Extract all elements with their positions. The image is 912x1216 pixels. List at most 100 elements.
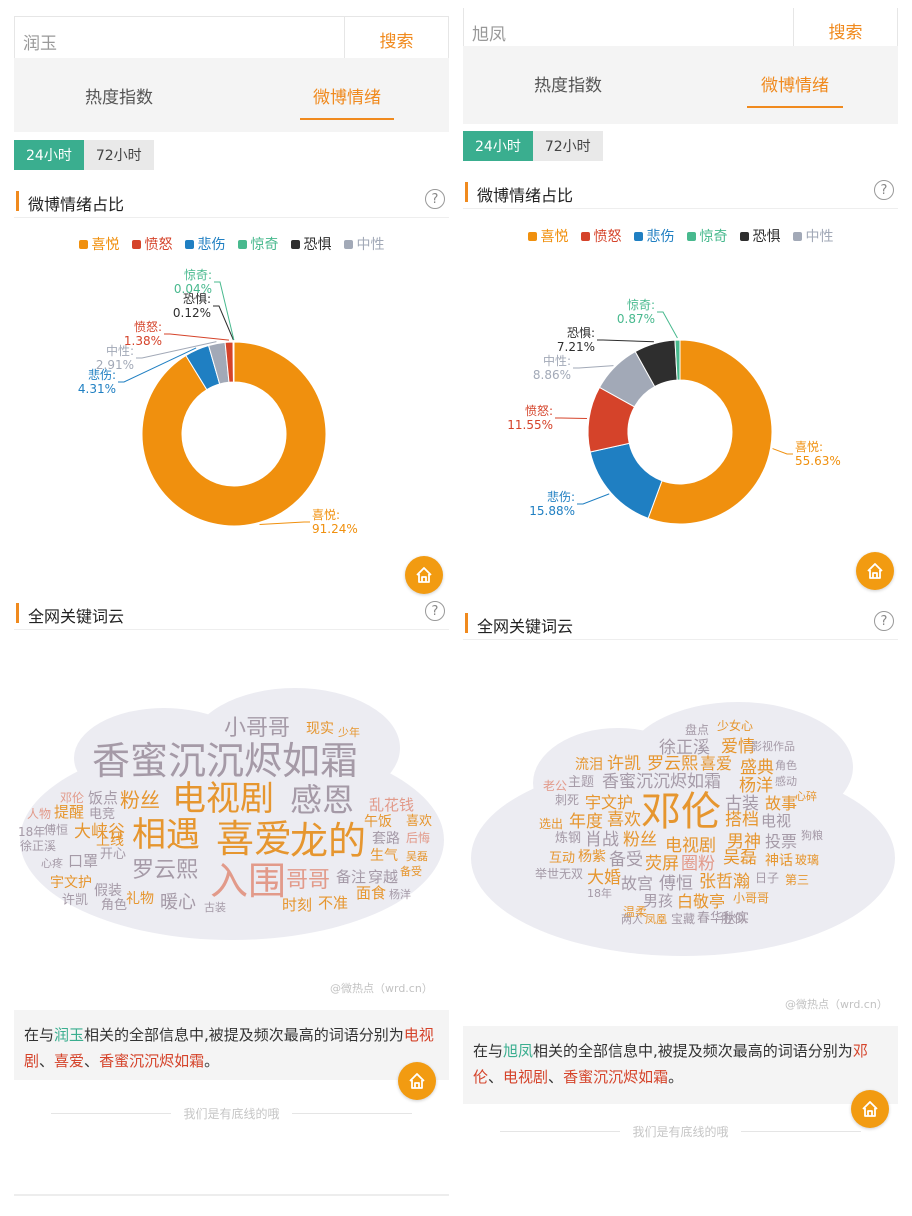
toggle-24h[interactable]: 24小时 — [463, 131, 533, 161]
cloud-word[interactable]: 春华秋实 — [697, 911, 750, 926]
cloud-word[interactable]: 老公 — [543, 779, 568, 793]
cloud-word[interactable]: 荧屏 — [645, 854, 679, 874]
cloud-word[interactable]: 假装 — [94, 883, 122, 899]
donut-slice-joy[interactable] — [647, 339, 773, 525]
cloud-word[interactable]: 电视剧 — [172, 779, 274, 819]
cloud-word[interactable]: 凤凰 — [645, 913, 667, 926]
cloud-word[interactable]: 温柔 — [623, 905, 648, 919]
donut-slice-sad[interactable] — [589, 442, 663, 519]
cloud-word[interactable]: 大婚 — [587, 868, 621, 888]
cloud-word[interactable]: 男神 — [727, 832, 761, 852]
help-icon[interactable]: ? — [425, 601, 445, 621]
cloud-word[interactable]: 18年 — [587, 887, 612, 900]
cloud-word[interactable]: 杨洋 — [389, 888, 411, 901]
cloud-word[interactable]: 吴磊 — [406, 850, 428, 863]
cloud-word[interactable]: 张哲瀚 — [699, 872, 750, 892]
cloud-word[interactable]: 宝藏 — [671, 912, 696, 926]
cloud-word[interactable]: 狗粮 — [801, 829, 823, 842]
legend-item-fear[interactable]: 恐惧 — [290, 234, 332, 254]
cloud-word[interactable]: 面食 — [356, 884, 387, 902]
cloud-word[interactable]: 白敬亭 — [677, 892, 726, 911]
cloud-word[interactable]: 喜爱 — [216, 817, 293, 861]
cloud-word[interactable]: 不准 — [318, 894, 349, 912]
help-icon[interactable]: ? — [874, 180, 894, 200]
cloud-word[interactable]: 人物 — [27, 807, 52, 821]
cloud-word[interactable]: 哥哥 — [286, 868, 331, 893]
legend-item-anger[interactable]: 愤怒 — [580, 226, 622, 246]
cloud-word[interactable]: 男孩 — [643, 892, 674, 910]
cloud-word[interactable]: 香蜜沉沉烬如霜 — [602, 772, 721, 792]
cloud-word[interactable]: 流泪 — [575, 757, 603, 773]
cloud-word[interactable]: 角色 — [775, 759, 797, 772]
cloud-word[interactable]: 电视 — [761, 812, 792, 830]
cloud-word[interactable]: 举世无双 — [535, 867, 584, 881]
cloud-word[interactable]: 肖战 — [585, 830, 619, 850]
cloud-word[interactable]: 备注 — [336, 868, 367, 886]
cloud-word[interactable]: 爱情 — [721, 737, 755, 757]
cloud-word[interactable]: 神话 — [765, 853, 793, 869]
cloud-word[interactable]: 心疼 — [41, 857, 63, 870]
cloud-word[interactable]: 龙的 — [290, 819, 367, 863]
legend-item-sad[interactable]: 悲伤 — [184, 234, 226, 254]
cloud-word[interactable]: 影视作品 — [751, 740, 795, 753]
cloud-word[interactable]: 备受 — [400, 865, 422, 878]
cloud-word[interactable]: 主题 — [568, 775, 595, 790]
cloud-word[interactable]: 粉丝 — [120, 788, 160, 812]
cloud-word[interactable]: 故宫 — [621, 874, 654, 893]
cloud-word[interactable]: 第三 — [785, 873, 810, 887]
toggle-72h[interactable]: 72小时 — [83, 140, 154, 170]
cloud-word[interactable]: 盘点 — [685, 723, 710, 737]
cloud-word[interactable]: 备受 — [609, 850, 643, 870]
cloud-word[interactable]: 盛典 — [740, 758, 774, 778]
cloud-word[interactable]: 时刻 — [282, 896, 313, 914]
cloud-word[interactable]: 电竞 — [89, 807, 116, 822]
cloud-word[interactable]: 许凯 — [607, 754, 641, 774]
cloud-word[interactable]: 礼物 — [126, 891, 154, 907]
cloud-word[interactable]: 开心 — [100, 847, 127, 862]
cloud-word[interactable]: 两人 — [621, 913, 643, 926]
help-icon[interactable]: ? — [425, 189, 445, 209]
cloud-word[interactable]: 生气 — [370, 848, 398, 864]
cloud-word[interactable]: 古装 — [725, 794, 759, 814]
cloud-word[interactable]: 现实 — [306, 721, 334, 737]
legend-item-anger[interactable]: 愤怒 — [131, 234, 173, 254]
cloud-word[interactable]: 罗云熙 — [132, 858, 199, 883]
cloud-word[interactable]: 傅恒 — [44, 823, 69, 837]
home-button[interactable] — [856, 552, 894, 590]
cloud-word[interactable]: 选出 — [539, 817, 564, 831]
cloud-word[interactable]: 少女心 — [717, 719, 754, 733]
cloud-word[interactable]: 喜欢 — [406, 814, 433, 829]
cloud-word[interactable]: 玻璃 — [795, 853, 820, 867]
cloud-word[interactable]: 邓伦 — [60, 791, 85, 805]
tab-weibo-mood[interactable]: 微博情绪 — [747, 46, 843, 120]
cloud-word[interactable]: 傅恒 — [659, 874, 693, 894]
cloud-word[interactable]: 邓伦 — [641, 789, 721, 835]
cloud-word[interactable]: 徐正溪 — [659, 738, 710, 758]
cloud-word[interactable]: 刺死 — [555, 793, 580, 807]
legend-item-neutral[interactable]: 中性 — [343, 234, 385, 254]
legend-item-fear[interactable]: 恐惧 — [739, 226, 781, 246]
cloud-word[interactable]: 吴磊 — [723, 848, 757, 868]
home-button[interactable] — [851, 1090, 889, 1128]
legend-item-surprise[interactable]: 惊奇 — [686, 226, 728, 246]
cloud-word[interactable]: 故事 — [765, 794, 798, 813]
cloud-word[interactable]: 古装 — [204, 901, 226, 914]
cloud-word[interactable]: 入围 — [210, 859, 287, 903]
cloud-word[interactable]: 感动 — [775, 775, 797, 788]
cloud-word[interactable]: 角色 — [101, 898, 128, 913]
help-icon[interactable]: ? — [874, 611, 894, 631]
cloud-word[interactable]: 18年 — [18, 825, 46, 839]
cloud-word[interactable]: 小哥哥 — [224, 716, 291, 741]
cloud-word[interactable]: 年度 — [569, 812, 603, 832]
legend-item-surprise[interactable]: 惊奇 — [237, 234, 279, 254]
search-button[interactable]: 搜索 — [344, 17, 448, 61]
cloud-word[interactable]: 电视剧 — [665, 836, 716, 856]
cloud-word[interactable]: 后悔 — [406, 831, 431, 845]
cloud-word[interactable]: 小哥哥 — [733, 891, 770, 905]
cloud-word[interactable]: 罗云熙 — [647, 754, 698, 774]
cloud-word[interactable]: 大峡谷 — [74, 822, 125, 842]
donut-slice-surprise[interactable] — [674, 339, 681, 381]
tab-weibo-mood[interactable]: 微博情绪 — [300, 58, 394, 132]
cloud-word[interactable]: 套路 — [372, 831, 400, 847]
cloud-word[interactable]: 徐正溪 — [20, 839, 57, 853]
